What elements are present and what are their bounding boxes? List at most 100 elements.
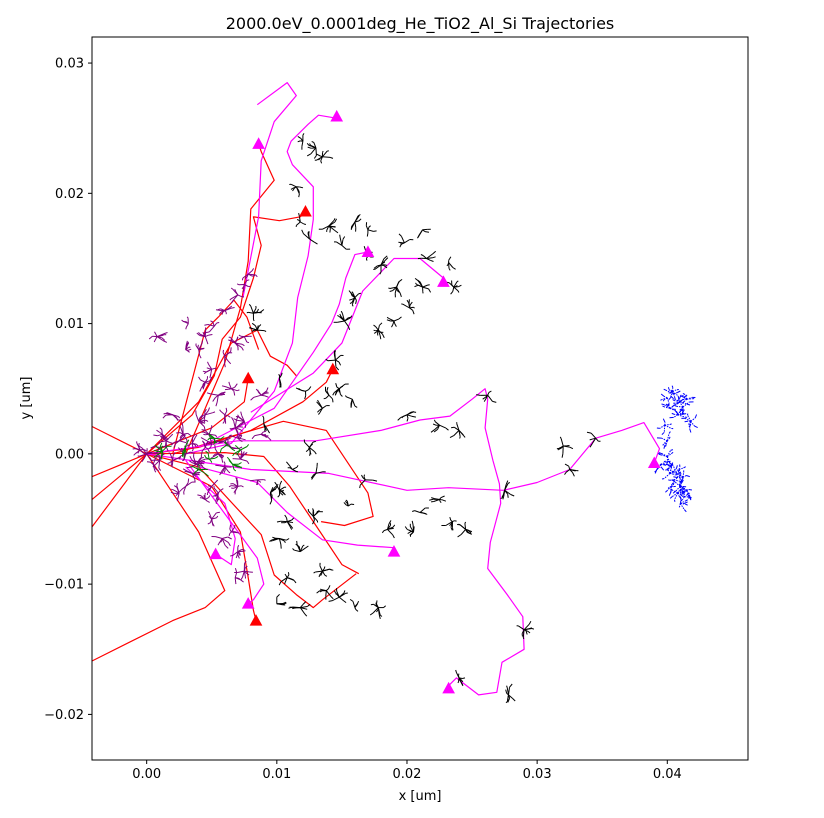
recoil-cascade-black-61 — [313, 562, 334, 578]
magenta-end-marker-0 — [252, 137, 265, 149]
recoil-cascade-black-20 — [388, 278, 403, 298]
recoil-cascade-black-47 — [316, 585, 334, 600]
recoil-cascade-black-10 — [286, 461, 299, 473]
recoil-cascade-black-12 — [325, 350, 344, 371]
red-trajectory-1 — [146, 211, 306, 455]
recoil-cascade-black-41 — [328, 588, 348, 604]
recoil-cascade-purple-21 — [219, 407, 231, 424]
red-end-marker-3 — [249, 614, 263, 626]
recoil-cascade-black-63 — [246, 303, 265, 322]
red-end-marker-2 — [241, 371, 255, 384]
recoil-cascade-black-54 — [556, 436, 574, 458]
magenta-trajectory-1 — [146, 388, 525, 696]
y-tick-label: 0.03 — [55, 57, 84, 72]
recoil-cascade-black-3 — [316, 399, 330, 415]
magenta-trajectory-0 — [146, 422, 661, 491]
red-trajectory-10 — [92, 453, 226, 662]
y-tick-label: 0.00 — [55, 447, 84, 462]
recoil-cascade-purple-48 — [207, 511, 220, 527]
recoil-cascade-purple-31 — [229, 287, 245, 304]
recoil-cascade-black-52 — [500, 480, 515, 500]
red-trajectory-2 — [146, 452, 360, 575]
recoil-cascade-black-4 — [332, 383, 349, 397]
recoil-cascade-blue-21 — [665, 483, 676, 496]
magenta-trajectory-2 — [185, 114, 335, 455]
magenta-trajectory-4 — [198, 466, 395, 549]
recoil-cascade-purple-46 — [234, 568, 244, 585]
recoil-cascade-green-4 — [232, 444, 250, 457]
recoil-cascade-black-56 — [505, 683, 516, 704]
recoil-cascade-black-55 — [586, 431, 601, 448]
recoil-cascade-blue-14 — [668, 475, 682, 486]
recoil-cascade-purple-32 — [236, 279, 251, 293]
y-tick-label: 0.02 — [55, 187, 84, 202]
magenta-end-marker-1 — [330, 109, 344, 122]
recoil-cascade-black-45 — [278, 572, 297, 586]
magenta-end-marker-6 — [209, 547, 222, 560]
recoil-cascade-blue-8 — [656, 418, 674, 435]
recoil-cascade-black-31 — [306, 141, 317, 159]
recoil-cascade-black-36 — [404, 520, 415, 537]
recoil-cascade-purple-22 — [206, 479, 219, 496]
recoil-cascade-purple-15 — [146, 455, 159, 473]
recoil-cascade-purple-49 — [197, 492, 211, 503]
axis-ticks: 0.00 0.01 0.02 0.03 0.04 0.03 0.02 0.01 0.00 −0.0… — [44, 57, 682, 782]
recoil-cascade-green-1 — [181, 439, 190, 458]
x-axis-label: x [um] — [399, 789, 442, 804]
red-trajectory-13 — [146, 453, 357, 609]
recoil-cascade-purple-24 — [186, 454, 205, 469]
recoil-cascade-black-8 — [276, 514, 295, 530]
recoil-cascade-purple-38 — [148, 331, 168, 343]
red-trajectory-6 — [92, 425, 147, 455]
recoil-cascade-purple-43 — [228, 524, 240, 536]
magenta-trajectory-7 — [250, 257, 444, 413]
magenta-trajectory-6 — [185, 460, 265, 605]
magenta-end-marker-7 — [241, 597, 255, 609]
recoil-cascade-black-1 — [323, 386, 334, 403]
x-tick-label: 0.03 — [523, 767, 552, 782]
recoil-cascade-blue-9 — [668, 385, 679, 401]
recoil-cascade-black-17 — [301, 229, 318, 245]
recoil-cascade-black-30 — [297, 133, 305, 150]
x-tick-label: 0.00 — [132, 767, 161, 782]
red-trajectory-9 — [92, 453, 148, 528]
magenta-trajectory-3 — [198, 251, 369, 448]
recoil-cascade-black-13 — [348, 290, 362, 307]
recoil-cascade-black-26 — [446, 256, 456, 271]
recoil-cascade-black-53 — [564, 463, 579, 477]
recoil-cascade-black-59 — [262, 415, 271, 434]
recoil-cascade-purple-40 — [198, 376, 213, 392]
recoil-cascade-purple-30 — [215, 305, 235, 315]
recoil-cascade-purple-60 — [195, 410, 209, 431]
recoil-cascade-black-29 — [398, 233, 414, 248]
recoil-cascade-black-0 — [295, 386, 312, 400]
recoil-cascade-purple-35 — [196, 327, 213, 345]
recoil-cascade-black-66 — [303, 439, 317, 456]
recoil-cascade-purple-42 — [221, 381, 240, 396]
recoil-cascade-black-43 — [369, 600, 387, 620]
red-trajectory-14 — [172, 299, 260, 455]
recoil-cascade-black-46 — [288, 601, 311, 617]
recoil-cascade-black-14 — [334, 234, 351, 250]
recoil-cascade-black-18 — [295, 212, 307, 228]
recoil-cascade-black-42 — [349, 598, 360, 612]
recoil-cascade-black-2 — [344, 395, 358, 408]
recoil-cascade-purple-53 — [250, 479, 266, 486]
red-trajectory-12 — [172, 420, 374, 527]
recoil-cascade-blue-7 — [681, 413, 698, 433]
recoil-cascade-purple-23 — [212, 485, 224, 504]
recoil-cascade-purple-58 — [132, 441, 147, 456]
recoil-cascade-black-69 — [276, 593, 287, 606]
red-trajectory-7 — [92, 453, 147, 478]
red-end-marker-0 — [299, 205, 312, 217]
recoil-cascade-green-3 — [219, 441, 236, 454]
recoil-cascade-black-6 — [343, 499, 355, 507]
recoil-cascade-blue-6 — [678, 392, 696, 404]
recoil-cascade-purple-29 — [238, 334, 252, 344]
recoil-cascade-black-16 — [318, 218, 339, 234]
magenta-trajectory-5 — [185, 466, 236, 566]
plot-area — [92, 81, 698, 704]
recoil-cascade-black-57 — [516, 620, 535, 640]
recoil-cascade-green-6 — [207, 433, 225, 445]
